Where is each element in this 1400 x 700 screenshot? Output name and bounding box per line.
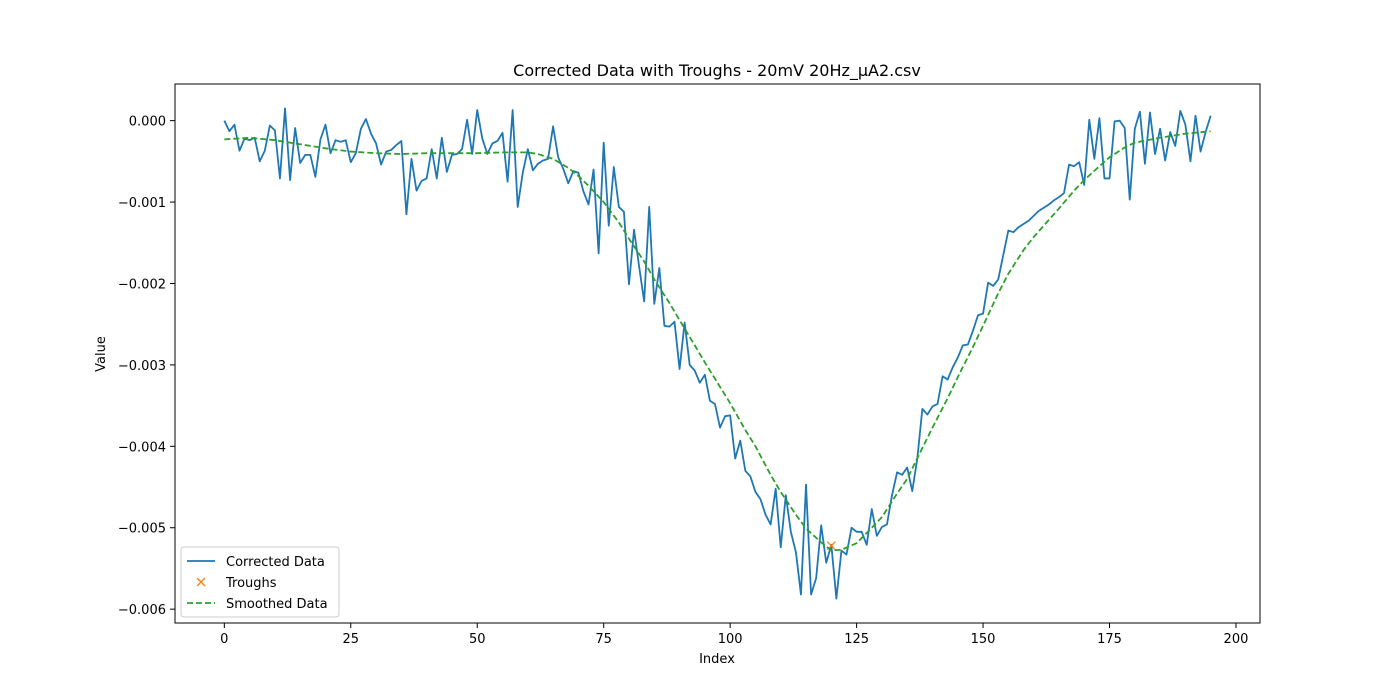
legend-box [180, 546, 340, 618]
series-layer [223, 107, 1212, 600]
x-axis-label: Index [699, 652, 735, 667]
y-axis-label: Value [94, 336, 109, 372]
x-tick-label: 200 [1224, 632, 1249, 647]
legend-swatch [196, 577, 206, 587]
plot-frame [174, 83, 1261, 624]
plot-area [174, 83, 1261, 624]
chart-title: Corrected Data with Troughs - 20mV 20Hz_… [513, 61, 921, 81]
legend-entries: Corrected Data Troughs Smoothed Data [187, 555, 328, 612]
legend-entry: Smoothed Data [187, 597, 328, 612]
x-tick-label: 0 [220, 632, 228, 647]
legend-label: Corrected Data [226, 555, 325, 570]
y-tick-label: −0.003 [118, 359, 166, 374]
legend: Corrected Data Troughs Smoothed Data [180, 546, 340, 618]
legend-label: Smoothed Data [226, 597, 328, 612]
x-tick-label: 75 [595, 632, 612, 647]
y-tick-label: −0.002 [118, 277, 166, 292]
x-tick-label: 50 [469, 632, 486, 647]
y-tick-label: −0.004 [118, 440, 166, 455]
y-tick-label: −0.006 [118, 603, 166, 618]
legend-label: Troughs [225, 576, 277, 591]
smoothed-data-line [224, 130, 1211, 552]
x-tick-label: 150 [971, 632, 996, 647]
x-tick-label: 25 [343, 632, 360, 647]
x-tick-label: 175 [1097, 632, 1122, 647]
legend-entry: Corrected Data [187, 555, 325, 570]
y-tick-label: 0.000 [129, 115, 166, 130]
legend-entry: Troughs [196, 576, 277, 591]
x-tick-label: 125 [844, 632, 869, 647]
x-axis: 0 25 50 75 100 125 150 175 200 [220, 623, 1248, 647]
corrected-data-line [223, 107, 1212, 600]
y-axis: 0.000 −0.001 −0.002 −0.003 −0.004 −0.005 −0.00… [118, 115, 175, 618]
x-tick-label: 100 [718, 632, 743, 647]
y-tick-label: −0.001 [118, 196, 166, 211]
y-tick-label: −0.005 [118, 522, 166, 537]
